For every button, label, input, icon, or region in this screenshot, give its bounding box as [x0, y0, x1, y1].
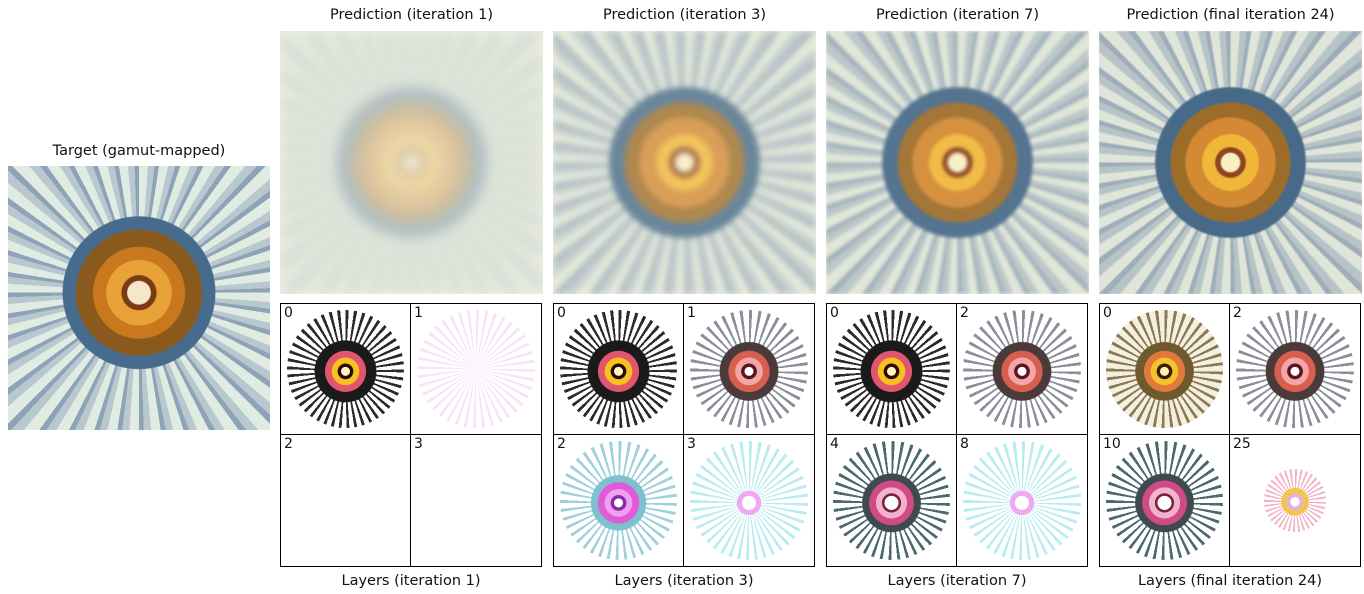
- prediction-image: [553, 31, 816, 294]
- layer-index: 10: [1103, 436, 1121, 452]
- layer-cell: 0: [827, 304, 957, 435]
- layers-grid: 0 1 2 3: [280, 303, 542, 567]
- layer-cell: 25: [1230, 435, 1360, 566]
- layer-index: 4: [830, 436, 839, 452]
- layer-cell: 8: [957, 435, 1087, 566]
- target-image: [8, 166, 270, 430]
- layer-index: 0: [830, 305, 839, 321]
- layer-cell: 1: [684, 304, 814, 435]
- layer-index: 1: [687, 305, 696, 321]
- layers-caption: Layers (iteration 3): [614, 573, 754, 589]
- layer-image: [833, 441, 950, 560]
- layer-image: [690, 310, 808, 428]
- layer-index: 0: [284, 305, 293, 321]
- layer-cell: 10: [1100, 435, 1230, 566]
- layer-cell: 0: [554, 304, 684, 435]
- layer-image: [1106, 310, 1223, 428]
- layer-image: [1106, 441, 1223, 560]
- layer-image: [833, 310, 950, 428]
- layer-cell: 1: [411, 304, 541, 435]
- layer-index: 3: [414, 436, 423, 452]
- layer-cell: 3: [684, 435, 814, 566]
- layer-cell: 2: [554, 435, 684, 566]
- layers-caption: Layers (iteration 1): [341, 573, 481, 589]
- prediction-caption: Prediction (iteration 3): [602, 7, 767, 23]
- layer-image: [1236, 310, 1354, 428]
- layer-index: 0: [557, 305, 566, 321]
- layer-image: [690, 441, 808, 560]
- layer-index: 25: [1233, 436, 1251, 452]
- layer-cell: 2: [281, 435, 411, 566]
- layer-image: [560, 441, 677, 560]
- layer-cell: 3: [411, 435, 541, 566]
- layer-index: 2: [960, 305, 969, 321]
- layers-caption: Layers (final iteration 24): [1137, 573, 1323, 589]
- layer-index: 0: [1103, 305, 1112, 321]
- prediction-image: [1099, 31, 1362, 294]
- prediction-image: [826, 31, 1089, 294]
- prediction-caption: Prediction (iteration 7): [875, 7, 1040, 23]
- target-caption: Target (gamut-mapped): [52, 143, 226, 159]
- layer-index: 2: [557, 436, 566, 452]
- layer-index: 8: [960, 436, 969, 452]
- layer-image: [417, 310, 535, 428]
- layer-image: [560, 310, 677, 428]
- layer-cell: 4: [827, 435, 957, 566]
- layers-caption: Layers (iteration 7): [887, 573, 1027, 589]
- layer-image: [1264, 469, 1326, 532]
- prediction-caption: Prediction (final iteration 24): [1126, 7, 1335, 23]
- layer-image: [963, 441, 1081, 560]
- layer-cell: 0: [1100, 304, 1230, 435]
- layer-index: 2: [284, 436, 293, 452]
- layer-index: 2: [1233, 305, 1242, 321]
- layers-grid: 0 1 2 3: [553, 303, 815, 567]
- layer-index: 1: [414, 305, 423, 321]
- layer-cell: 0: [281, 304, 411, 435]
- prediction-caption: Prediction (iteration 1): [329, 7, 494, 23]
- layer-image: [287, 310, 404, 428]
- layers-grid: 0 2 4 8: [826, 303, 1088, 567]
- layer-index: 3: [687, 436, 696, 452]
- prediction-image: [280, 31, 543, 294]
- layer-cell: 2: [1230, 304, 1360, 435]
- layer-cell: 2: [957, 304, 1087, 435]
- layer-image: [963, 310, 1081, 428]
- layers-grid: 0 2 10 25: [1099, 303, 1361, 567]
